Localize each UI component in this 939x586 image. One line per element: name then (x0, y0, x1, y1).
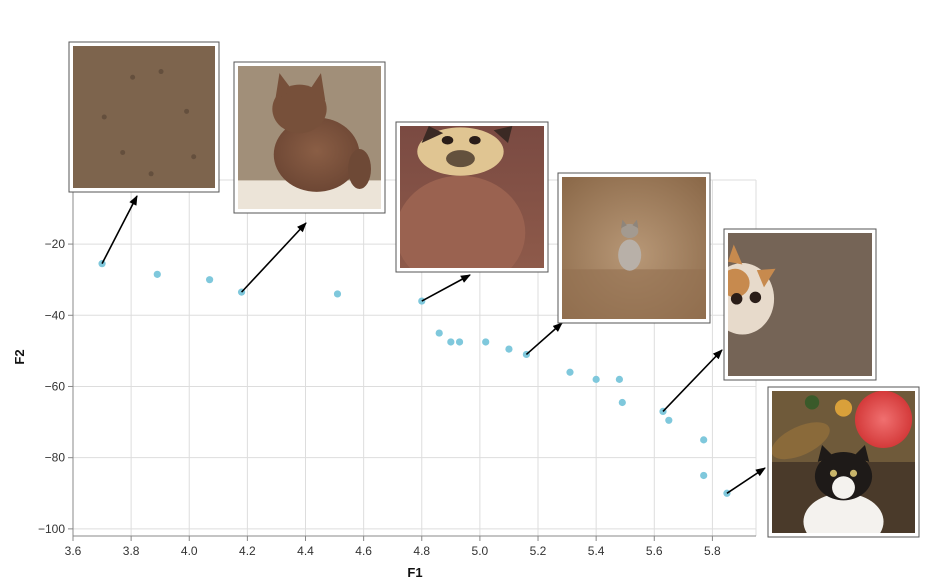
scatter-point (700, 471, 708, 480)
thumbnail-cat-peeking (723, 228, 877, 381)
y-tick-label: −20 (45, 237, 66, 251)
annotation-arrow (726, 467, 766, 494)
x-tick-label: 5.2 (530, 544, 547, 558)
thumbnail-cat-face-closeup (395, 121, 549, 273)
scatter-point (665, 416, 673, 424)
x-tick-label: 4.8 (413, 544, 430, 558)
x-tick-label: 4.6 (355, 544, 372, 558)
thumbnail-cat-with-flowers (767, 386, 920, 538)
y-tick-label: −60 (45, 379, 66, 393)
annotation-arrow (525, 322, 563, 356)
annotation-arrow (101, 195, 138, 265)
x-tick-label: 5.8 (704, 544, 721, 558)
scatter-point (618, 398, 626, 407)
scatter-point (615, 375, 624, 383)
x-axis-ticks: 3.6 3.8 4.0 4.2 4.4 4.6 4.8 5.0 5.2 5.4 5.6 5.8 (65, 536, 721, 558)
x-tick-label: 4.4 (297, 544, 314, 558)
x-tick-label: 5.6 (646, 544, 663, 558)
scatter-point (447, 338, 455, 346)
y-axis-ticks: −20 −40 −60 −80 −100 (38, 237, 73, 536)
scatter-point (505, 345, 513, 353)
scatter-point (482, 338, 490, 346)
annotation-arrow (240, 222, 307, 293)
annotation-arrows (101, 195, 766, 494)
scatter-point (455, 338, 464, 346)
x-axis-title: F1 (407, 565, 422, 580)
x-tick-label: 4.0 (181, 544, 198, 558)
annotation-arrow (662, 349, 723, 412)
scatter-point (333, 290, 342, 298)
annotation-arrow (421, 274, 471, 302)
x-tick-label: 4.2 (239, 544, 256, 558)
thumbnail-small-gray-cat (557, 172, 711, 324)
scatter-point (435, 329, 443, 337)
thumbnail-brown-texture (68, 41, 220, 193)
thumbnail-brown-cat-sitting (233, 61, 386, 214)
y-axis-title: F2 (12, 349, 27, 364)
x-tick-label: 3.6 (65, 544, 82, 558)
scatter-point (592, 375, 600, 383)
y-tick-label: −100 (38, 522, 65, 536)
scatter-point (206, 276, 214, 284)
annotation-thumbnails (68, 41, 920, 538)
x-tick-label: 5.0 (472, 544, 489, 558)
x-tick-label: 5.4 (588, 544, 605, 558)
axes (72, 180, 756, 537)
y-tick-label: −80 (45, 451, 66, 465)
scatter-point (700, 436, 708, 444)
x-tick-label: 3.8 (123, 544, 140, 558)
scatter-point (566, 368, 574, 376)
scatter-point (153, 270, 161, 278)
y-tick-label: −40 (45, 308, 66, 322)
